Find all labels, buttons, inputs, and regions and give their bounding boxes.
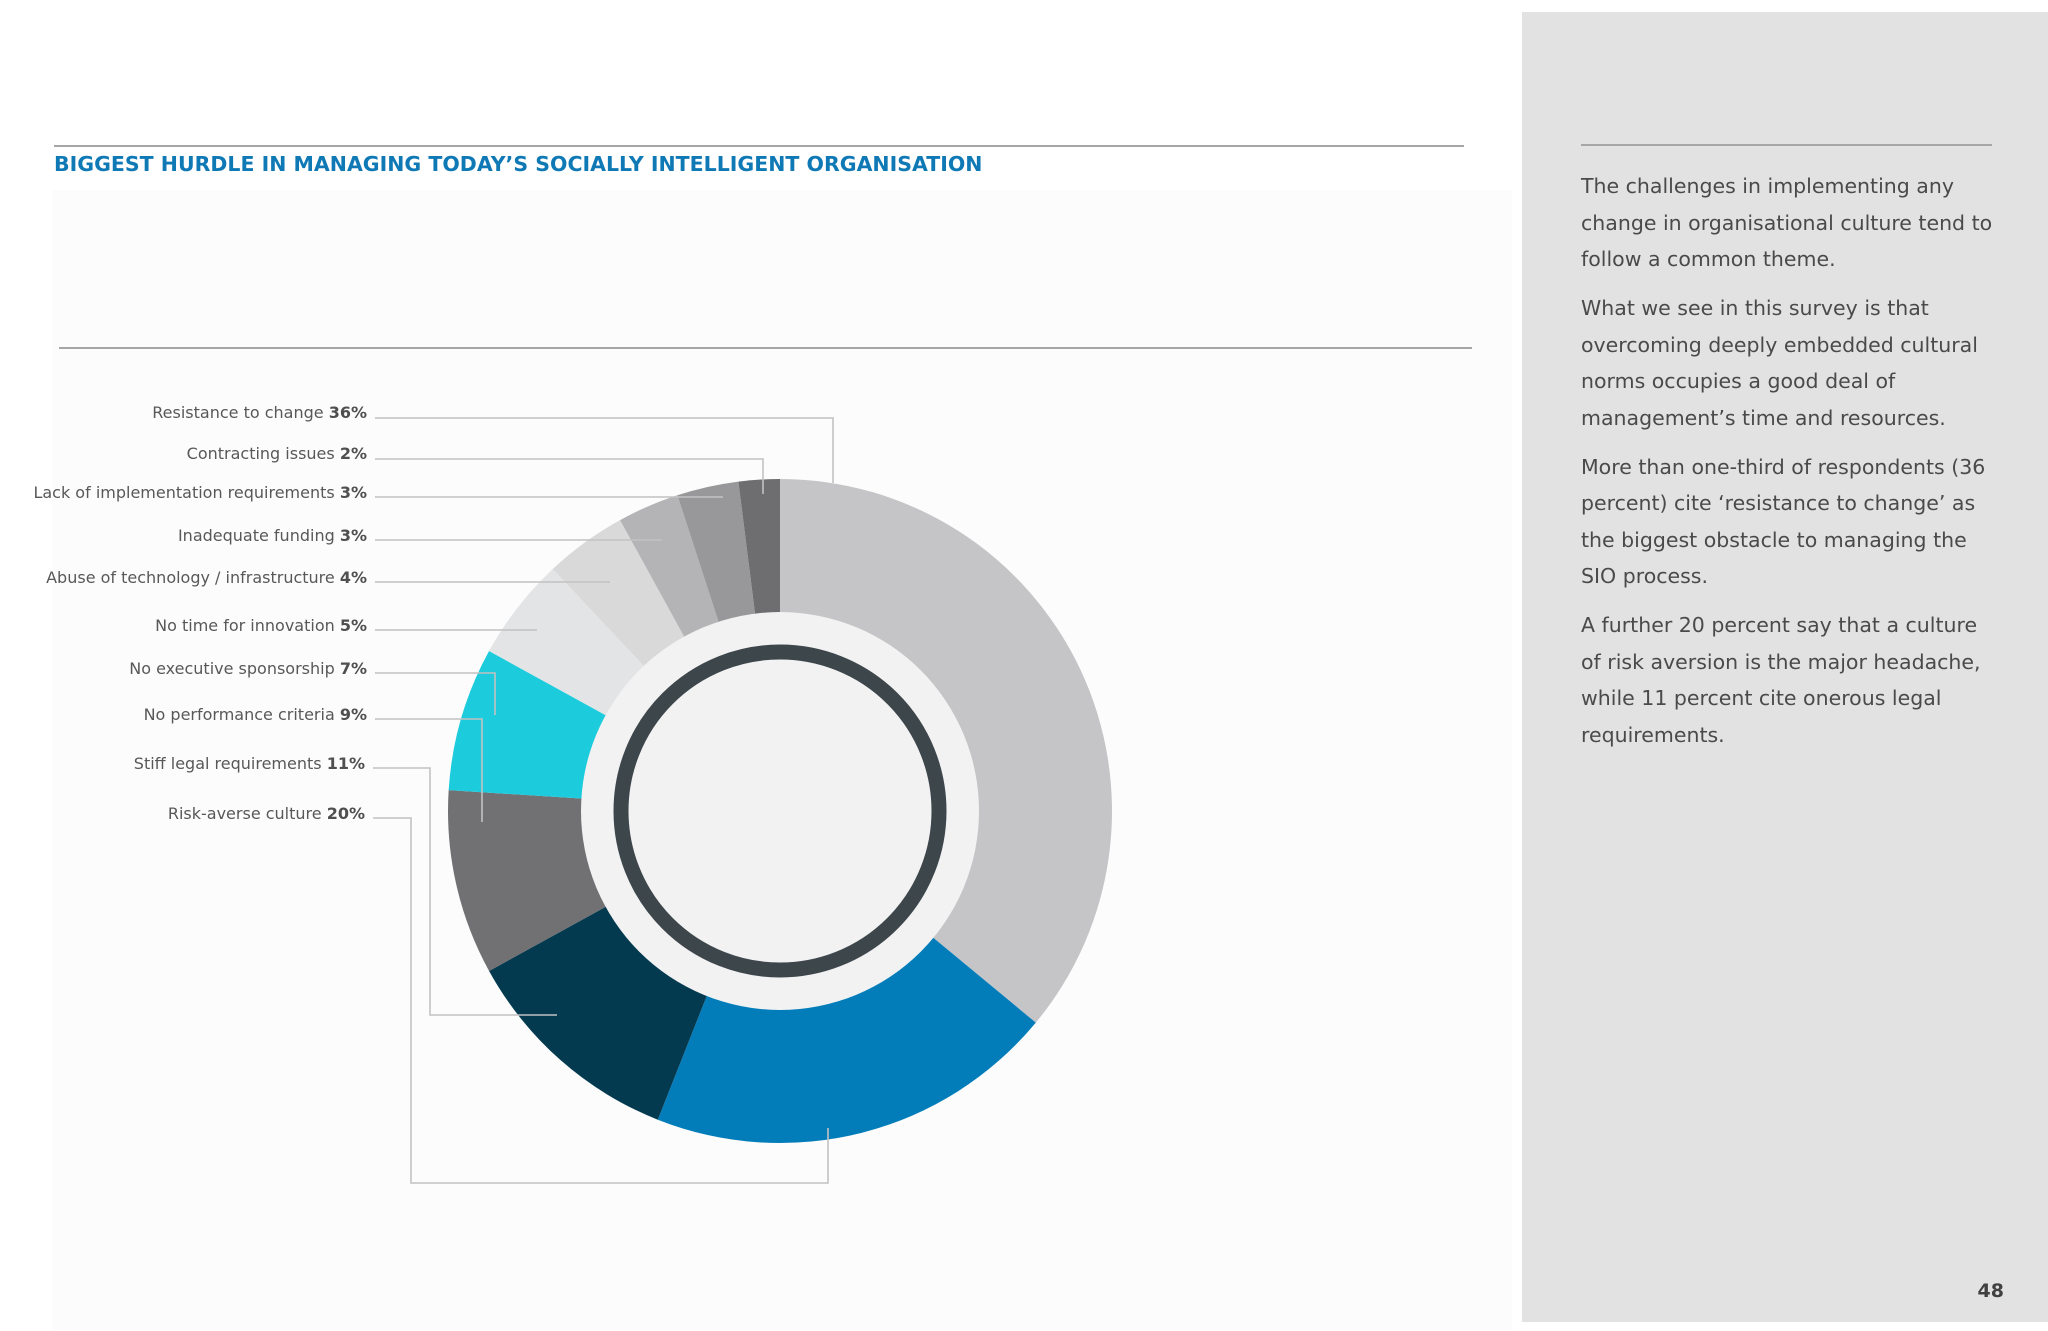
sidebar-paragraph: More than one-third of respondents (36 p… <box>1581 454 1986 589</box>
label-value: 11% <box>327 754 365 773</box>
leader-resistance-to-change <box>375 417 834 483</box>
label-text: Resistance to change <box>152 403 328 422</box>
label-resistance-to-change: Resistance to change 36% <box>152 403 367 422</box>
donut-hole <box>581 612 979 1010</box>
label-contracting-issues: Contracting issues 2% <box>187 444 367 463</box>
label-value: 36% <box>329 403 367 422</box>
sidebar-paragraph: A further 20 percent say that a culture … <box>1581 613 1981 747</box>
label-text: No performance criteria <box>144 705 340 724</box>
label-text: Risk-averse culture <box>168 804 327 823</box>
title-top-rule <box>54 145 1464 147</box>
label-text: No executive sponsorship <box>129 659 340 678</box>
label-value: 7% <box>340 659 367 678</box>
label-stiff-legal-requirements: Stiff legal requirements 11% <box>134 754 365 773</box>
leader-stiff-legal-requirements <box>373 767 557 1016</box>
label-no-performance-criteria: No performance criteria 9% <box>144 705 367 724</box>
sidebar-body-text: The challenges in implementing any chang… <box>1581 168 2001 766</box>
label-text: Lack of implementation requirements <box>33 483 339 502</box>
page-number: 48 <box>1977 1280 2004 1302</box>
chart-title: BIGGEST HURDLE IN MANAGING TODAY’S SOCIA… <box>54 152 983 176</box>
label-value: 4% <box>340 568 367 587</box>
label-text: Abuse of technology / infrastructure <box>46 568 340 587</box>
sidebar-paragraph: What we see in this survey is that overc… <box>1581 296 1978 430</box>
label-lack-of-implementation-requirements: Lack of implementation requirements 3% <box>33 483 367 502</box>
label-no-executive-sponsorship: No executive sponsorship 7% <box>129 659 367 678</box>
label-abuse-of-technology-infrastructure: Abuse of technology / infrastructure 4% <box>46 568 367 587</box>
label-value: 3% <box>340 483 367 502</box>
chart-labels: Resistance to change 36% Contracting issu… <box>33 403 367 823</box>
label-text: Contracting issues <box>187 444 340 463</box>
label-no-time-for-innovation: No time for innovation 5% <box>155 616 367 635</box>
sidebar-paragraph: The challenges in implementing any chang… <box>1581 174 1993 271</box>
chart-top-rule <box>59 347 1472 349</box>
label-text: Inadequate funding <box>178 526 340 545</box>
label-text: No time for innovation <box>155 616 340 635</box>
leader-no-executive-sponsorship <box>375 672 496 715</box>
leader-risk-averse-culture <box>373 817 829 1184</box>
label-value: 20% <box>327 804 365 823</box>
label-inadequate-funding: Inadequate funding 3% <box>178 526 367 545</box>
label-value: 3% <box>340 526 367 545</box>
donut-inner-ring <box>613 644 947 978</box>
label-risk-averse-culture: Risk-averse culture 20% <box>168 804 365 823</box>
sidebar-top-rule <box>1581 144 1992 146</box>
label-value: 2% <box>340 444 367 463</box>
leader-lines <box>373 417 834 1184</box>
label-value: 5% <box>340 616 367 635</box>
label-value: 9% <box>340 705 367 724</box>
commentary-sidebar <box>1522 12 2048 1322</box>
leader-no-performance-criteria <box>375 718 483 822</box>
label-text: Stiff legal requirements <box>134 754 327 773</box>
leader-contracting-issues <box>375 458 764 494</box>
